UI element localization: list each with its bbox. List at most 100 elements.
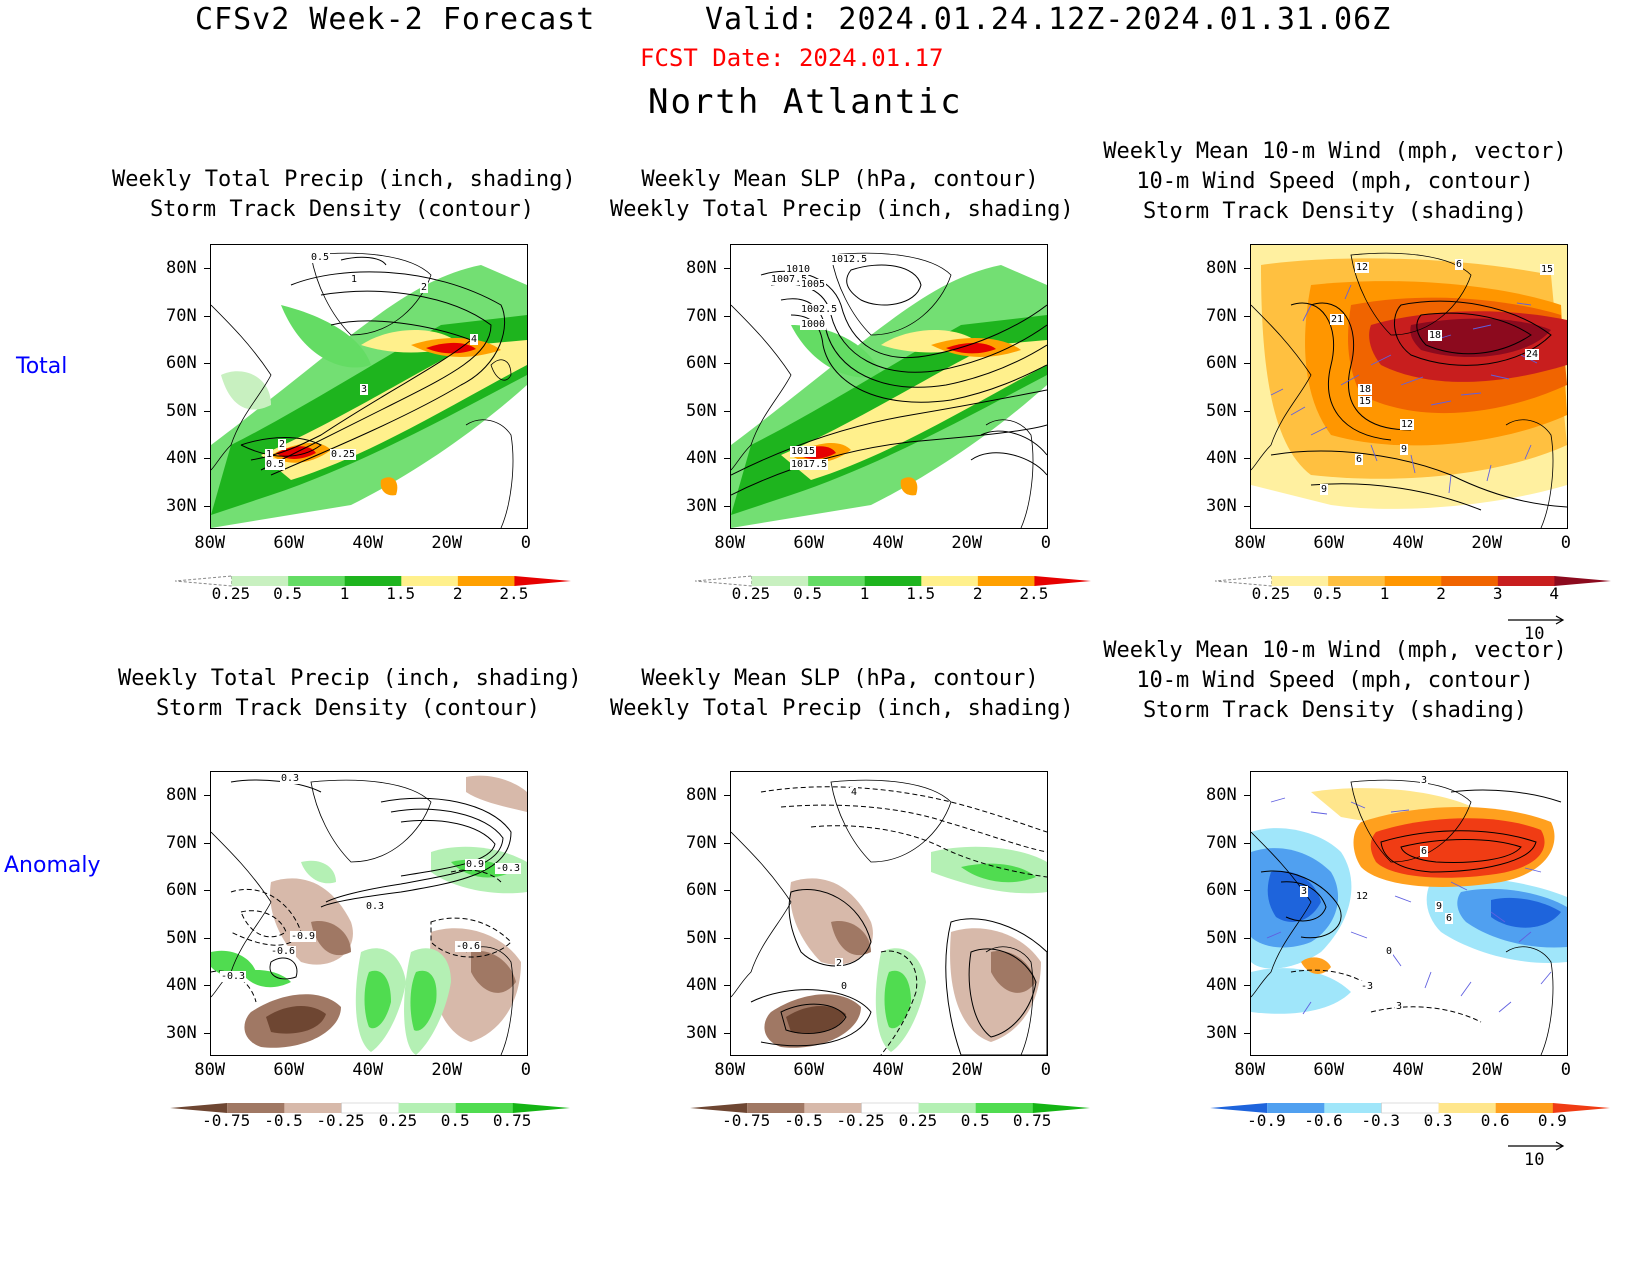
density-area <box>1370 818 1545 878</box>
colorbar-label: -0.5 <box>264 1111 303 1130</box>
lat-tick-mark <box>1244 937 1250 939</box>
precip-area <box>266 1006 326 1034</box>
panel-title-line: Storm Track Density (shading) <box>1142 698 1528 723</box>
lat-tick-label: 30N <box>166 495 197 516</box>
contour-value-label: 9 <box>1320 484 1329 495</box>
colorbar-label: 0.75 <box>492 1111 532 1130</box>
reference-arrow-icon <box>1508 615 1565 625</box>
contour-value-label: -0.6 <box>270 946 297 957</box>
lat-tick-mark <box>204 268 210 269</box>
coastlines <box>731 252 1034 528</box>
lat-tick-label: 50N <box>686 400 717 421</box>
lat-tick-label: 40N <box>686 448 717 468</box>
region-title: North Atlantic <box>648 82 963 122</box>
colorbar-label: -0.5 <box>784 1111 823 1130</box>
lon-tick-label: 0 <box>1040 1060 1052 1080</box>
lat-tick-label: 50N <box>1206 400 1237 421</box>
slp-anomaly-contours-negative <box>760 786 1047 1055</box>
contour-value-label: 0.3 <box>280 773 301 784</box>
lon-tick-label: 0 <box>1560 533 1572 553</box>
map-canvas <box>1251 245 1567 528</box>
colorbar-label: 0.25 <box>378 1111 418 1130</box>
panel-title-line: Weekly Total Precip (inch, shading) <box>118 666 582 691</box>
colorbar-label: 2.5 <box>499 584 529 603</box>
vector-reference-top <box>1506 612 1568 631</box>
contour-value-label: 12 <box>1355 262 1370 273</box>
model-title: CFSv2 Week-2 Forecast <box>195 2 596 37</box>
panel-title-line: Storm Track Density (shading) <box>1142 199 1528 224</box>
lat-tick-mark <box>724 842 730 844</box>
lon-tick-label: 80W <box>1234 533 1266 553</box>
precip-area <box>781 340 1047 480</box>
vector-reference-label: 10 <box>1524 624 1545 644</box>
lon-tick-label: 40W <box>352 533 384 553</box>
lat-tick-mark <box>724 985 730 986</box>
contour-value-label: 21 <box>1330 314 1345 325</box>
contour-value-label: 1 <box>350 274 359 285</box>
panel-title-anom-slp: Weekly Mean SLP (hPa, contour) Weekly To… <box>610 664 1074 724</box>
precip-area <box>831 921 871 956</box>
wind-vectors <box>1266 797 1552 1015</box>
vector-reference-label: 10 <box>1524 1150 1545 1170</box>
lon-tick-label: 0 <box>520 1060 532 1080</box>
lat-tick-label: 70N <box>1206 832 1237 853</box>
colorbar-total-precip <box>174 572 571 587</box>
contour-value-label: 2 <box>835 958 844 969</box>
colorbar-label: 2 <box>1436 584 1446 603</box>
row-label-total: Total <box>16 354 68 379</box>
colorbar-swatch <box>694 575 753 587</box>
colorbar-anom-precip <box>170 1099 570 1114</box>
colorbar-label: 2 <box>972 584 983 603</box>
lat-tick-label: 70N <box>166 832 197 853</box>
precip-area <box>884 970 911 1029</box>
lat-tick-label: 30N <box>166 1022 197 1043</box>
colorbar-swatch <box>1034 576 1091 586</box>
slp-anomaly-contours-positive <box>750 888 1047 1055</box>
colorbar-label: 0.25 <box>1251 584 1291 603</box>
lat-tick-label: 40N <box>166 448 197 468</box>
colorbar-swatch <box>1497 576 1555 586</box>
contour-value-label: 0.9 <box>465 859 486 870</box>
lon-tick-label: 40W <box>1392 1060 1424 1080</box>
colorbar-anom-density <box>1210 1099 1610 1114</box>
colorbar-total-slp <box>694 572 1091 587</box>
panel-title-line: Weekly Total Precip (inch, shading) <box>610 696 1074 721</box>
colorbar-swatch <box>808 576 866 586</box>
lat-tick-mark <box>724 315 730 317</box>
lon-tick-label: 20W <box>951 1060 983 1080</box>
panel-title-line: Weekly Mean SLP (hPa, contour) <box>641 167 1039 192</box>
lat-tick-mark <box>1244 890 1250 891</box>
density-area <box>1410 318 1551 358</box>
lat-tick-label: 70N <box>686 832 717 853</box>
colorbar-label: -0.3 <box>1361 1111 1400 1130</box>
colorbar-total-density <box>1214 572 1611 587</box>
lat-tick-label: 40N <box>1206 448 1237 468</box>
colorbar-swatch <box>231 576 289 586</box>
lat-tick-mark <box>724 268 730 269</box>
storm-track-contours <box>240 256 506 476</box>
lat-tick-label: 80N <box>166 785 197 805</box>
colorbar-swatch <box>1384 576 1442 586</box>
contour-value-label: 3 <box>1395 1001 1404 1012</box>
contour-value-label: 6 <box>1445 913 1454 924</box>
contour-value-label: 9 <box>1435 901 1444 912</box>
lat-tick-label: 50N <box>166 927 197 948</box>
colorbar-swatch <box>975 1103 1034 1113</box>
colorbar-label: 0.25 <box>211 584 251 603</box>
density-area <box>1251 968 1351 1014</box>
lat-tick-mark <box>1244 410 1250 412</box>
panel-title-anom-wind: Weekly Mean 10-m Wind (mph, vector) 10-m… <box>1100 636 1570 726</box>
lat-tick-mark <box>204 985 210 986</box>
row-label-anomaly: Anomaly <box>4 853 101 878</box>
lat-tick-label: 40N <box>166 975 197 995</box>
colorbar-label: 0.5 <box>793 584 823 603</box>
colorbar-swatches <box>1214 575 1611 587</box>
lat-tick-label: 60N <box>1206 880 1237 900</box>
colorbar-label: -0.9 <box>1247 1111 1286 1130</box>
map-anom-slp <box>730 771 1048 1056</box>
panel-title-total-wind: Weekly Mean 10-m Wind (mph, vector) 10-m… <box>1100 137 1570 227</box>
lat-tick-mark <box>724 937 730 939</box>
lon-tick-label: 20W <box>431 533 463 553</box>
contour-value-label: 6 <box>1355 454 1364 465</box>
lat-tick-mark <box>204 842 210 844</box>
